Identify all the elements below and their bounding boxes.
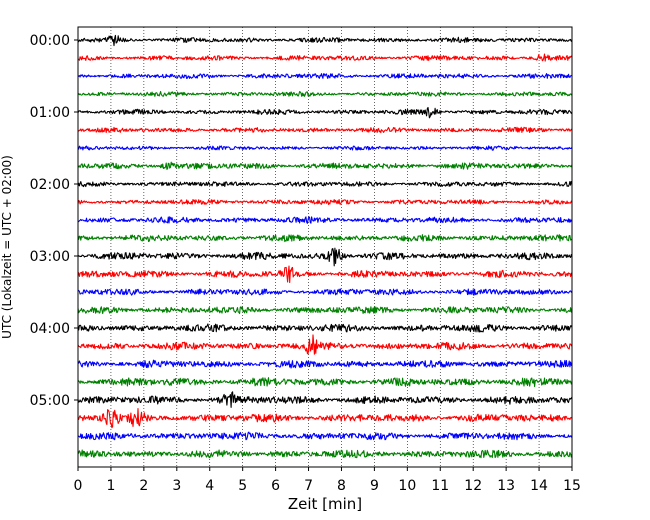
y-tick-label: 01:00 xyxy=(30,105,70,121)
plot-background xyxy=(78,27,572,467)
seismic-trace xyxy=(77,247,573,267)
seismic-trace xyxy=(77,431,573,441)
x-tick-label: 1 xyxy=(106,478,115,494)
y-tick-label: 05:00 xyxy=(30,393,70,409)
y-tick-label: 04:00 xyxy=(30,321,70,337)
x-tick-label: 8 xyxy=(337,478,346,494)
vertical-gridlines xyxy=(110,27,540,467)
x-tick-label: 14 xyxy=(530,478,548,494)
x-tick-label: 0 xyxy=(74,478,83,494)
seismic-trace xyxy=(77,34,573,47)
seismic-trace xyxy=(77,106,573,119)
seismic-trace xyxy=(77,377,573,388)
seismic-trace xyxy=(77,449,573,459)
seismic-trace xyxy=(77,408,573,429)
seismic-trace xyxy=(77,234,573,243)
y-tick-label: 02:00 xyxy=(30,177,70,193)
x-tick-label: 11 xyxy=(431,478,449,494)
seismic-trace xyxy=(77,53,573,62)
y-axis: 00:00 01:00 02:00 03:00 04:00 05:00 xyxy=(30,33,78,409)
seismic-trace xyxy=(78,288,573,296)
y-tick-label: 00:00 xyxy=(30,33,70,49)
seismic-traces xyxy=(77,34,573,459)
seismic-trace xyxy=(77,306,573,315)
seismic-trace xyxy=(77,180,573,188)
x-tick-label: 2 xyxy=(139,478,148,494)
x-axis: 0 1 2 3 4 5 6 7 8 9 10 11 12 13 14 15 xyxy=(74,467,581,494)
x-tick-label: 13 xyxy=(497,478,515,494)
seismic-trace xyxy=(77,334,573,355)
x-tick-label: 3 xyxy=(172,478,181,494)
seismic-trace xyxy=(77,73,573,80)
seismic-trace xyxy=(77,126,573,134)
x-tick-label: 12 xyxy=(464,478,482,494)
seismic-trace xyxy=(77,391,573,408)
x-tick-label: 10 xyxy=(398,478,416,494)
x-tick-label: 9 xyxy=(370,478,379,494)
seismic-trace xyxy=(77,323,573,333)
x-axis-label: Zeit [min] xyxy=(288,495,362,513)
x-tick-label: 5 xyxy=(238,478,247,494)
seismic-trace xyxy=(77,198,573,205)
seismic-trace xyxy=(77,161,573,170)
y-axis-label: UTC (Lokalzeit = UTC + 02:00) xyxy=(0,155,14,339)
seismic-trace xyxy=(77,216,573,224)
seismic-trace xyxy=(77,90,573,97)
x-tick-label: 15 xyxy=(563,478,581,494)
x-tick-label: 4 xyxy=(205,478,214,494)
seismic-trace xyxy=(77,359,573,369)
x-tick-label: 7 xyxy=(304,478,313,494)
plot-frame xyxy=(77,26,573,468)
x-tick-label: 6 xyxy=(271,478,280,494)
seismic-trace xyxy=(77,265,573,284)
y-tick-label: 03:00 xyxy=(30,249,70,265)
seismic-trace xyxy=(77,145,573,151)
